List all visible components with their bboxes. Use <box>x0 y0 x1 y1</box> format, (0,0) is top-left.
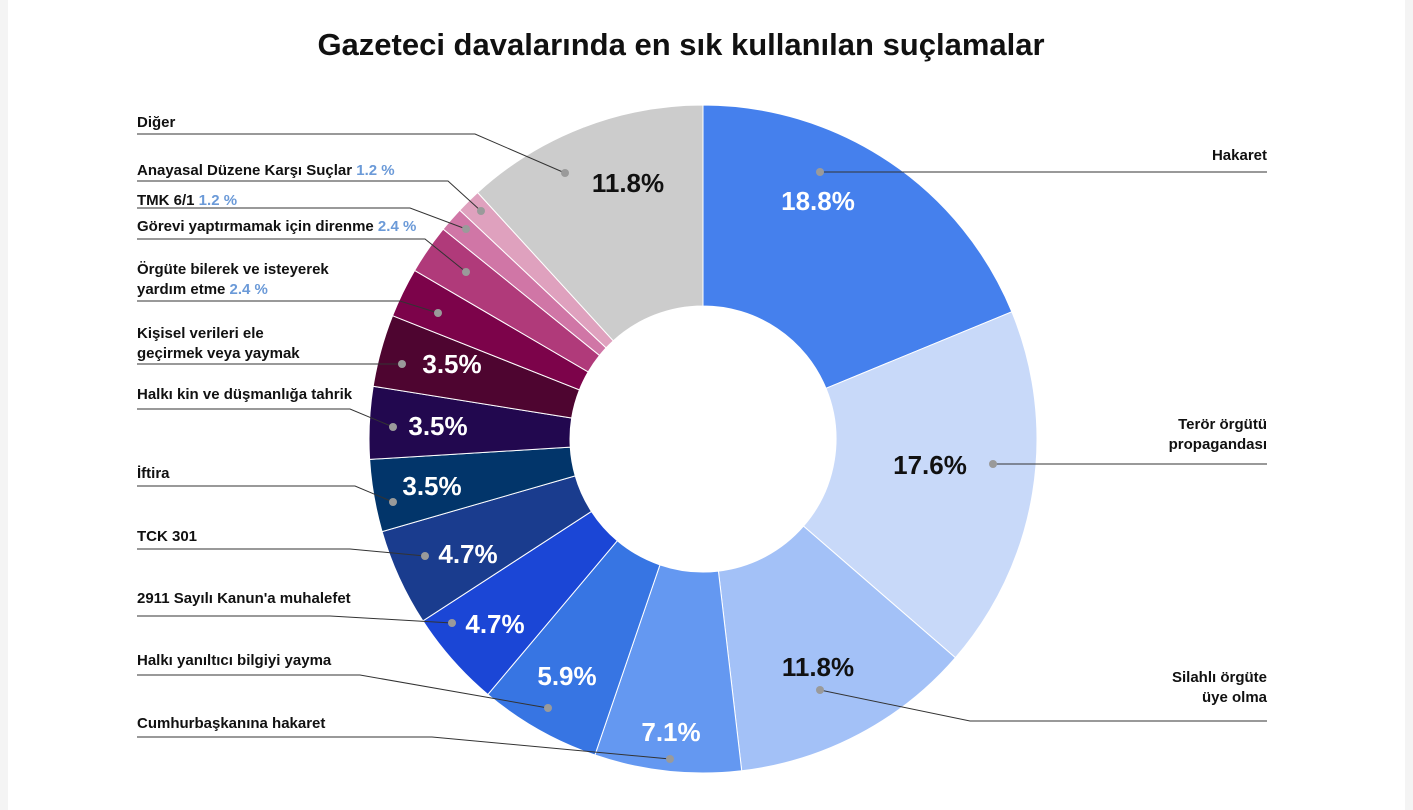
leader-dot <box>462 268 470 276</box>
leader-dot <box>421 552 429 560</box>
category-labels: Hakaret Terör örgütü propagandası Silahlı ö… <box>137 114 1268 732</box>
leader-dot <box>561 169 569 177</box>
leader-line <box>137 674 549 709</box>
slice-value-label: 11.8% <box>782 652 854 682</box>
category-label: Görevi yaptırmamak için direnme 2.4 % <box>137 218 416 235</box>
category-label: Cumhurbaşkanına hakaret <box>137 715 325 732</box>
chart-title: Gazeteci davalarında en sık kullanılan s… <box>317 27 1044 62</box>
category-label: İftira <box>137 465 170 482</box>
category-label: Terör örgütü <box>1178 416 1267 433</box>
category-label: TMK 6/1 1.2 % <box>137 192 237 209</box>
leader-lines <box>137 133 1267 763</box>
leader-line <box>137 548 426 557</box>
leader-line <box>819 689 1267 722</box>
category-percent: 1.2 % <box>195 192 238 209</box>
slice-value-label: 4.7% <box>465 609 524 639</box>
slice-value-label: 3.5% <box>402 471 461 501</box>
category-label: geçirmek veya yaymak <box>137 345 300 362</box>
category-label: Anayasal Düzene Karşı Suçlar 1.2 % <box>137 162 395 179</box>
leader-line <box>137 615 453 624</box>
slice-value-label: 7.1% <box>641 717 700 747</box>
leader-line <box>137 238 467 273</box>
leader-dot <box>389 498 397 506</box>
category-percent: 2.4 % <box>374 218 417 235</box>
slice-value-labels: 18.8% 17.6% 11.8% 7.1% 5.9% 4.7% 4.7% 3.5% 3.5% 3… <box>402 168 967 747</box>
leader-dot <box>816 686 824 694</box>
leader-dot <box>816 168 824 176</box>
category-percent: 1.2 % <box>352 162 395 179</box>
slice-value-label: 17.6% <box>893 450 967 480</box>
category-label: 2911 Sayılı Kanun'a muhalefet <box>137 590 351 607</box>
donut-slice <box>717 525 957 772</box>
category-label: Silahlı örgüte <box>1172 669 1267 686</box>
category-label: Diğer <box>137 114 176 131</box>
category-label: Kişisel verileri ele <box>137 325 264 342</box>
category-label: propagandası <box>1169 436 1267 453</box>
leader-dot <box>477 207 485 215</box>
slice-value-label: 11.8% <box>592 168 664 198</box>
donut-slice <box>702 104 1013 389</box>
donut-slice <box>476 104 704 342</box>
leader-line <box>137 207 467 230</box>
donut-slice <box>802 311 1038 659</box>
leader-dot <box>544 704 552 712</box>
category-label: Halkı yanıltıcı bilgiyi yayma <box>137 652 332 669</box>
leader-dot <box>398 360 406 368</box>
leader-dot <box>448 619 456 627</box>
slice-value-label: 5.9% <box>537 661 596 691</box>
leader-dot <box>666 755 674 763</box>
donut-slices <box>368 104 1038 774</box>
slice-value-label: 3.5% <box>408 411 467 441</box>
leader-line <box>137 133 566 174</box>
category-label: yardım etme 2.4 % <box>137 281 268 298</box>
leader-line <box>137 408 394 428</box>
leader-dot <box>434 309 442 317</box>
leader-dot <box>989 460 997 468</box>
leader-dot <box>462 225 470 233</box>
category-label: Hakaret <box>1212 147 1267 164</box>
leader-line <box>137 300 439 314</box>
slice-value-label: 18.8% <box>781 186 855 216</box>
leader-line <box>137 736 671 760</box>
category-percent: 2.4 % <box>225 281 268 298</box>
slice-value-label: 4.7% <box>438 539 497 569</box>
slice-value-label: 3.5% <box>422 349 481 379</box>
category-label: TCK 301 <box>137 528 197 545</box>
category-label: üye olma <box>1202 689 1268 706</box>
leader-line <box>137 485 394 503</box>
category-label: Halkı kin ve düşmanlığa tahrik <box>137 386 353 403</box>
leader-line <box>137 180 482 212</box>
category-label: Örgüte bilerek ve isteyerek <box>137 261 329 278</box>
leader-dot <box>389 423 397 431</box>
